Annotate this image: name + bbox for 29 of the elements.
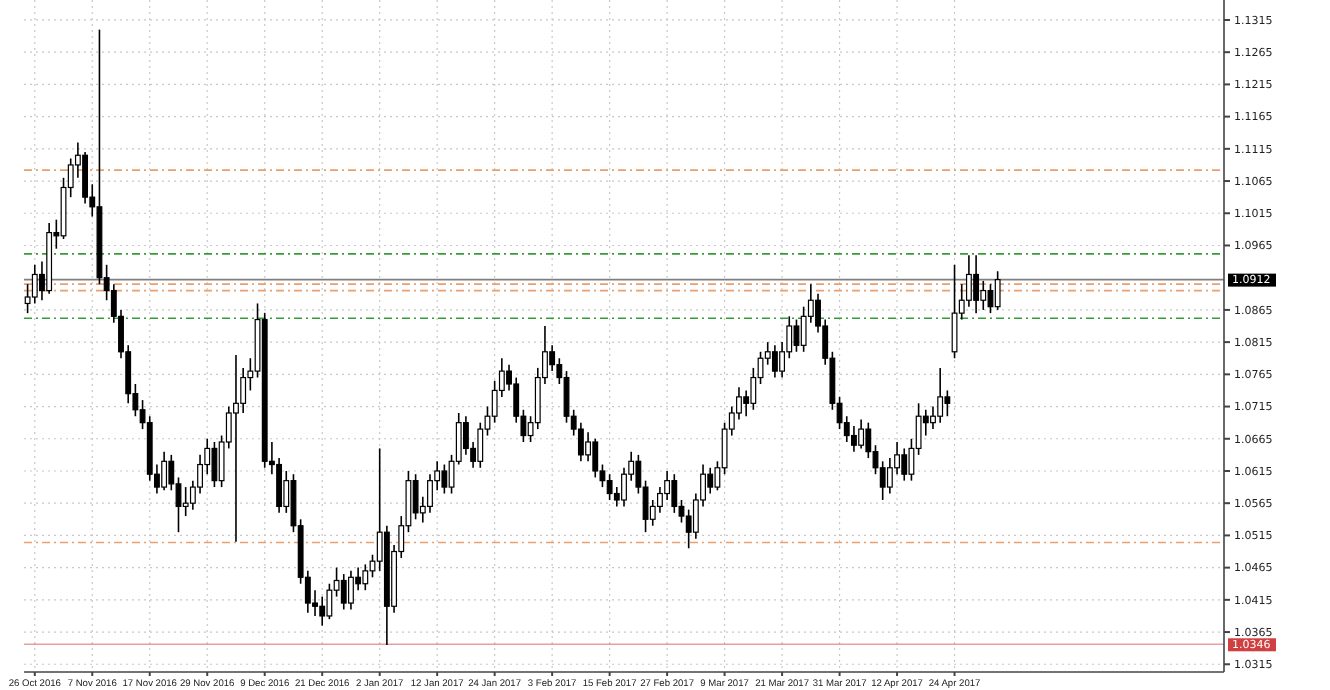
candlestick	[937, 367, 944, 424]
candlestick	[973, 254, 980, 314]
candlestick	[326, 582, 333, 620]
candlestick	[412, 473, 419, 521]
candlestick	[549, 344, 556, 372]
candlestick	[211, 441, 218, 488]
candlestick	[994, 270, 1001, 311]
candlestick	[987, 283, 994, 314]
candlestick	[901, 447, 908, 482]
candlestick	[340, 573, 347, 611]
candlestick	[671, 473, 678, 514]
candlestick	[592, 437, 599, 479]
candlestick	[951, 264, 958, 360]
candlestick	[441, 463, 448, 495]
candlestick	[161, 450, 168, 492]
candlestick	[707, 466, 714, 495]
candlestick	[182, 486, 189, 517]
candlestick	[477, 421, 484, 469]
candlestick	[319, 595, 326, 627]
candlestick	[771, 344, 778, 379]
candlestick	[31, 264, 38, 305]
candlestick	[606, 473, 613, 501]
candlestick	[348, 570, 354, 611]
candlestick	[362, 563, 369, 591]
candlestick	[793, 318, 800, 353]
candlestick	[980, 280, 987, 311]
candlestick	[233, 354, 239, 543]
candlestick	[944, 389, 951, 418]
candlestick	[858, 418, 865, 450]
